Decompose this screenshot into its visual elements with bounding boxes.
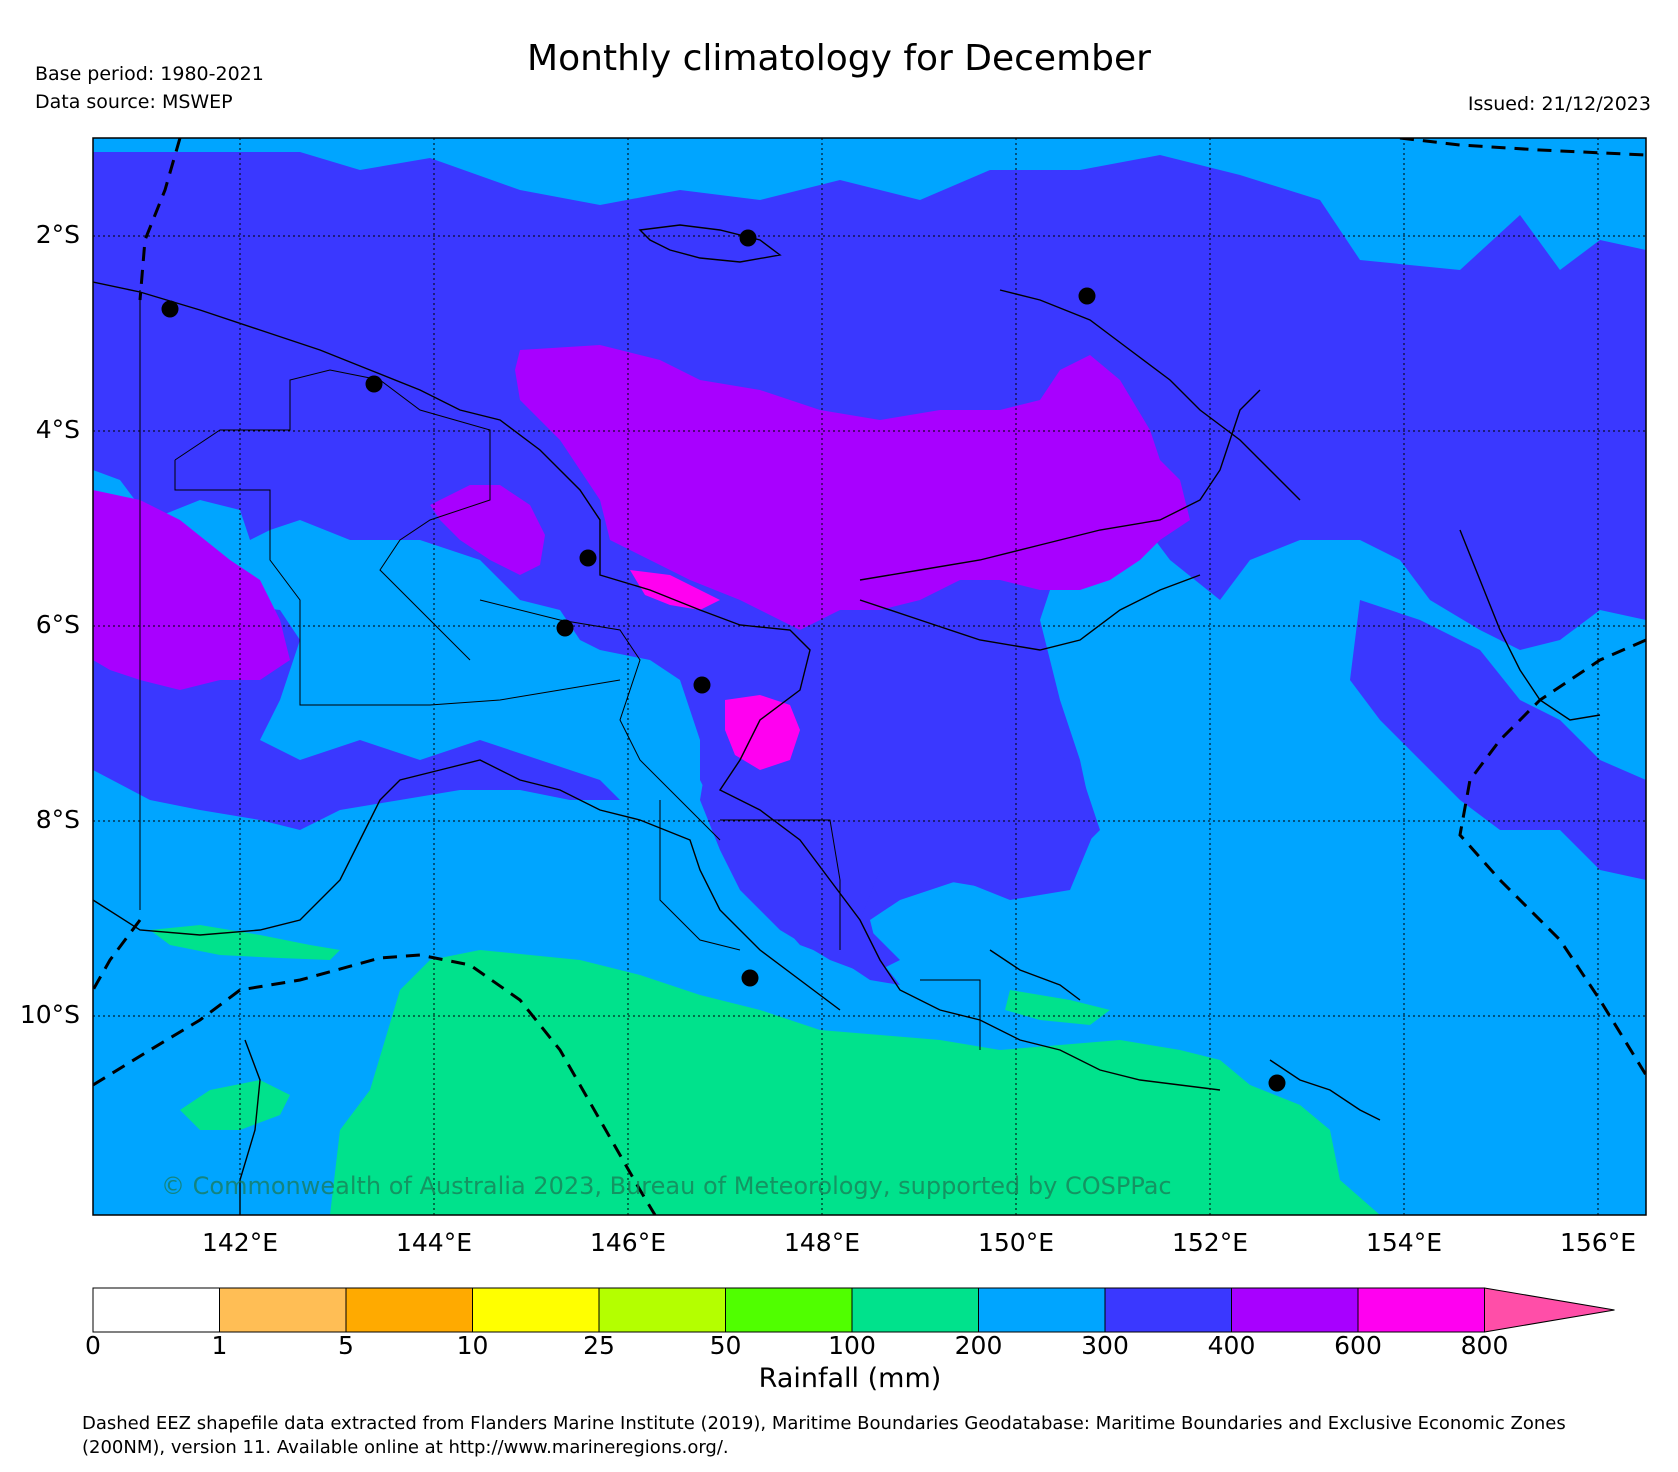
lon-label: 156°E: [1559, 1228, 1636, 1257]
colorbar-segment: [92, 1287, 220, 1333]
station-dot: [365, 375, 383, 393]
band-100-200-torres: [150, 925, 340, 960]
lon-label: 144°E: [395, 1228, 472, 1257]
station-dot: [693, 676, 711, 694]
lat-label: 10°S: [19, 1000, 80, 1029]
colorbar-segment: [345, 1287, 473, 1333]
footer-note-line-1: Dashed EEZ shapefile data extracted from…: [82, 1413, 1566, 1434]
colorbar-segment: [851, 1287, 979, 1333]
base-period-text: Base period: 1980-2021: [35, 63, 264, 85]
band-600-800-highlands: [630, 570, 720, 610]
colorbar-tick-label: 800: [1460, 1331, 1509, 1360]
colorbar-segment: [472, 1287, 600, 1333]
lon-label: 148°E: [783, 1228, 860, 1257]
station-dot: [741, 969, 759, 987]
lat-label: 8°S: [35, 805, 80, 834]
colorbar-tick-label: 5: [338, 1331, 354, 1360]
band-100-200-gulf: [180, 1080, 290, 1130]
band-400-600-west: [93, 490, 290, 690]
colorbar-tick-label: 400: [1207, 1331, 1256, 1360]
colorbar-segment: [598, 1287, 726, 1333]
data-source-text: Data source: MSWEP: [35, 91, 233, 113]
colorbar-tick-label: 10: [456, 1331, 489, 1360]
colorbar-tick-label: 1: [211, 1331, 228, 1360]
lat-label: 2°S: [35, 220, 80, 249]
lat-label: 4°S: [35, 415, 80, 444]
lon-label: 152°E: [1171, 1228, 1248, 1257]
colorbar-segment: [725, 1287, 853, 1333]
province-borders: [139, 290, 981, 1050]
colorbar-segment: [1104, 1287, 1232, 1333]
colorbar-tick-label: 0: [85, 1331, 101, 1360]
map-frame: [92, 137, 1647, 1216]
band-400-600-fly: [430, 485, 545, 575]
coastlines: [93, 224, 1601, 1215]
band-400-600-central: [515, 345, 1190, 630]
lat-label: 6°S: [35, 610, 80, 639]
colorbar-tick-label: 100: [828, 1331, 876, 1360]
colorbar-segment: [978, 1287, 1106, 1333]
station-dot: [1268, 1074, 1286, 1092]
band-300-400-central: [700, 620, 1100, 975]
map-title: Monthly climatology for December: [527, 38, 1151, 79]
colorbar-tick-label: 300: [1081, 1331, 1129, 1360]
colorbar-segment: [1357, 1287, 1485, 1333]
footer-note-line-2: (200NM), version 11. Available online at…: [82, 1437, 729, 1458]
copyright-watermark: © Commonwealth of Australia 2023, Bureau…: [161, 1172, 1172, 1200]
station-dot: [579, 549, 597, 567]
colorbar-segment: [219, 1287, 347, 1333]
station-dot: [161, 300, 179, 318]
station-dot: [1078, 287, 1096, 305]
lon-label: 146°E: [589, 1228, 666, 1257]
issued-date-text: Issued: 21/12/2023: [1467, 93, 1651, 115]
band-100-200-coral-sea: [330, 950, 1380, 1215]
colorbar-tick-label: 600: [1334, 1331, 1382, 1360]
station-dot: [739, 229, 757, 247]
colorbar-extend-arrow: [1484, 1287, 1615, 1333]
colorbar-tick-label: 200: [954, 1331, 1003, 1360]
stations: [161, 229, 1286, 1092]
colorbar-tick-label: 25: [583, 1331, 615, 1360]
lon-label: 142°E: [201, 1228, 278, 1257]
colorbar-segment: [1231, 1287, 1359, 1333]
band-300-400-east: [1350, 600, 1646, 880]
graticule: [93, 138, 1646, 1215]
station-dot: [556, 619, 574, 637]
colorbar-tick-label: 50: [709, 1331, 742, 1360]
colorbar-label: Rainfall (mm): [758, 1363, 942, 1394]
eez-boundaries: [93, 138, 1646, 1215]
lon-label: 154°E: [1365, 1228, 1442, 1257]
lon-label: 150°E: [977, 1228, 1054, 1257]
colorbar: [92, 1287, 1615, 1333]
